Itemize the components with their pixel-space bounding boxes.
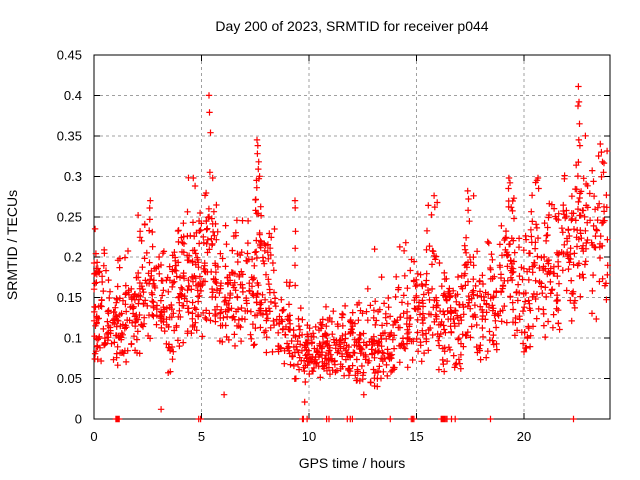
y-tick-label: 0 [75,412,82,427]
tick-labels: 0 5 10 15 20 0 0.05 0.1 0.15 0.2 0.25 0.3 0.35 0.4 0.4… [57,48,532,445]
x-tick-label: 15 [409,429,423,444]
y-tick-label: 0.4 [64,88,82,103]
y-tick-label: 0.2 [64,250,82,265]
y-tick-label: 0.35 [57,128,82,143]
data-points [90,83,611,423]
y-tick-label: 0.45 [57,48,82,63]
chart-title: Day 200 of 2023, SRMTID for receiver p04… [215,18,488,34]
y-axis-label: SRMTID / TECUs [4,190,20,300]
y-tick-label: 0.05 [57,371,82,386]
x-tick-label: 20 [517,429,531,444]
x-tick-label: 10 [302,429,316,444]
y-tick-label: 0.3 [64,169,82,184]
x-axis-label: GPS time / hours [299,455,406,471]
y-tick-label: 0.25 [57,209,82,224]
y-tick-label: 0.15 [57,290,82,305]
y-tick-label: 0.1 [64,331,82,346]
x-tick-label: 5 [198,429,205,444]
x-tick-label: 0 [90,429,97,444]
